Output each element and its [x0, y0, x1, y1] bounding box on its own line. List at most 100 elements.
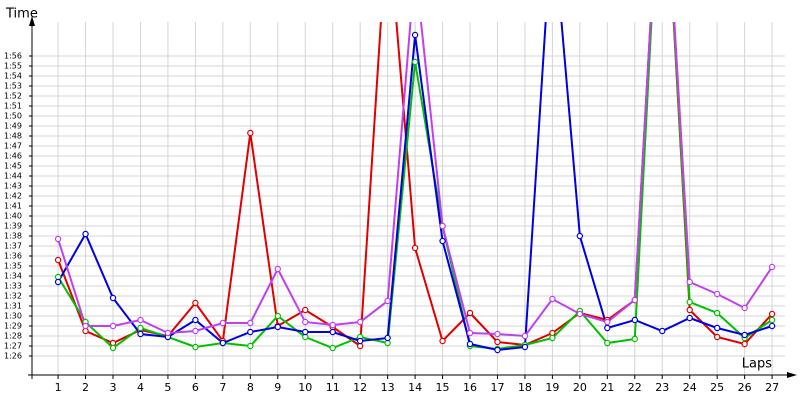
data-point — [604, 324, 611, 332]
data-point — [302, 318, 309, 326]
data-point — [274, 323, 281, 331]
data-point — [137, 330, 144, 338]
data-point — [329, 321, 336, 329]
data-point — [411, 244, 419, 252]
y-tick-label: 1:47 — [4, 142, 22, 151]
data-point — [604, 318, 611, 326]
data-point — [109, 344, 117, 352]
data-point — [411, 31, 419, 39]
y-tick-label: 1:30 — [4, 312, 22, 321]
y-tick-label: 1:49 — [4, 122, 22, 131]
y-tick-label: 1:44 — [4, 172, 22, 181]
y-tick-label: 1:52 — [4, 92, 22, 101]
data-point — [219, 339, 227, 347]
y-tick-label: 1:34 — [4, 272, 22, 281]
data-point — [631, 316, 638, 324]
data-point — [192, 327, 199, 335]
x-tick-label: 12 — [353, 381, 367, 394]
data-point — [631, 296, 638, 304]
y-tick-label: 1:36 — [4, 252, 22, 261]
x-tick-label: 5 — [164, 381, 171, 394]
y-tick-label: 1:28 — [4, 332, 22, 341]
x-tick-label: 19 — [545, 381, 559, 394]
data-point — [109, 294, 117, 302]
x-tick-label: 15 — [436, 381, 450, 394]
data-point — [521, 332, 529, 340]
data-point — [659, 327, 666, 335]
data-point — [247, 328, 254, 336]
x-tick-label: 9 — [274, 381, 281, 394]
data-point — [164, 329, 172, 337]
y-tick-label: 1:53 — [4, 82, 22, 91]
x-tick-label: 18 — [518, 381, 532, 394]
data-point — [686, 298, 693, 306]
data-point — [466, 329, 474, 337]
data-point — [768, 310, 776, 318]
data-point — [466, 340, 474, 348]
x-tick-label: 26 — [738, 381, 752, 394]
data-point — [713, 309, 721, 317]
x-tick-label: 10 — [298, 381, 312, 394]
data-point — [356, 337, 364, 345]
y-tick-label: 1:39 — [4, 222, 22, 231]
y-tick-label: 1:31 — [4, 302, 22, 311]
x-tick-label: 8 — [247, 381, 254, 394]
data-point — [686, 278, 693, 286]
x-tick-label: 2 — [82, 381, 89, 394]
y-tick-label: 1:43 — [4, 182, 22, 191]
data-point — [494, 330, 501, 338]
data-point — [329, 328, 336, 336]
data-point — [82, 322, 89, 330]
data-point — [768, 316, 776, 324]
data-point — [384, 334, 391, 342]
y-tick-label: 1:26 — [4, 352, 22, 361]
data-point — [466, 309, 474, 317]
y-axis-title: Time — [5, 7, 38, 22]
data-point — [247, 129, 254, 137]
data-point — [109, 322, 117, 330]
data-point — [356, 318, 364, 326]
data-point — [549, 295, 556, 303]
data-point — [713, 290, 721, 298]
data-point — [54, 256, 62, 264]
y-tick-label: 1:55 — [4, 62, 22, 71]
x-tick-label: 13 — [381, 381, 395, 394]
data-point — [137, 324, 144, 332]
x-tick-label: 7 — [219, 381, 226, 394]
data-point — [521, 343, 529, 351]
y-tick-label: 1:54 — [4, 72, 22, 81]
data-point — [219, 319, 227, 327]
data-point — [741, 331, 748, 339]
data-point — [137, 316, 144, 324]
y-tick-label: 1:27 — [4, 342, 22, 351]
data-point — [549, 334, 556, 342]
data-point — [439, 222, 446, 230]
data-point — [274, 312, 281, 320]
x-tick-label: 22 — [628, 381, 642, 394]
data-point — [82, 230, 89, 238]
x-axis-arrow — [787, 372, 797, 378]
x-axis-title: Laps — [742, 357, 772, 372]
y-axis-arrow — [29, 16, 35, 26]
data-point — [329, 344, 336, 352]
x-tick-label: 20 — [573, 381, 587, 394]
data-point — [192, 316, 199, 324]
y-tick-label: 1:35 — [4, 262, 22, 271]
data-point — [768, 322, 776, 330]
data-point — [768, 263, 776, 271]
data-point — [439, 237, 446, 245]
data-point — [576, 310, 584, 318]
x-tick-label: 27 — [765, 381, 779, 394]
y-tick-label: 1:40 — [4, 212, 22, 221]
data-point — [54, 235, 62, 243]
data-point — [604, 339, 611, 347]
data-point — [247, 319, 254, 327]
series-line — [57, 22, 773, 338]
data-point — [686, 314, 693, 322]
y-tick-label: 1:48 — [4, 132, 22, 141]
data-point — [576, 232, 584, 240]
data-point — [494, 338, 501, 346]
x-tick-label: 23 — [655, 381, 669, 394]
x-tick-label: 4 — [137, 381, 144, 394]
